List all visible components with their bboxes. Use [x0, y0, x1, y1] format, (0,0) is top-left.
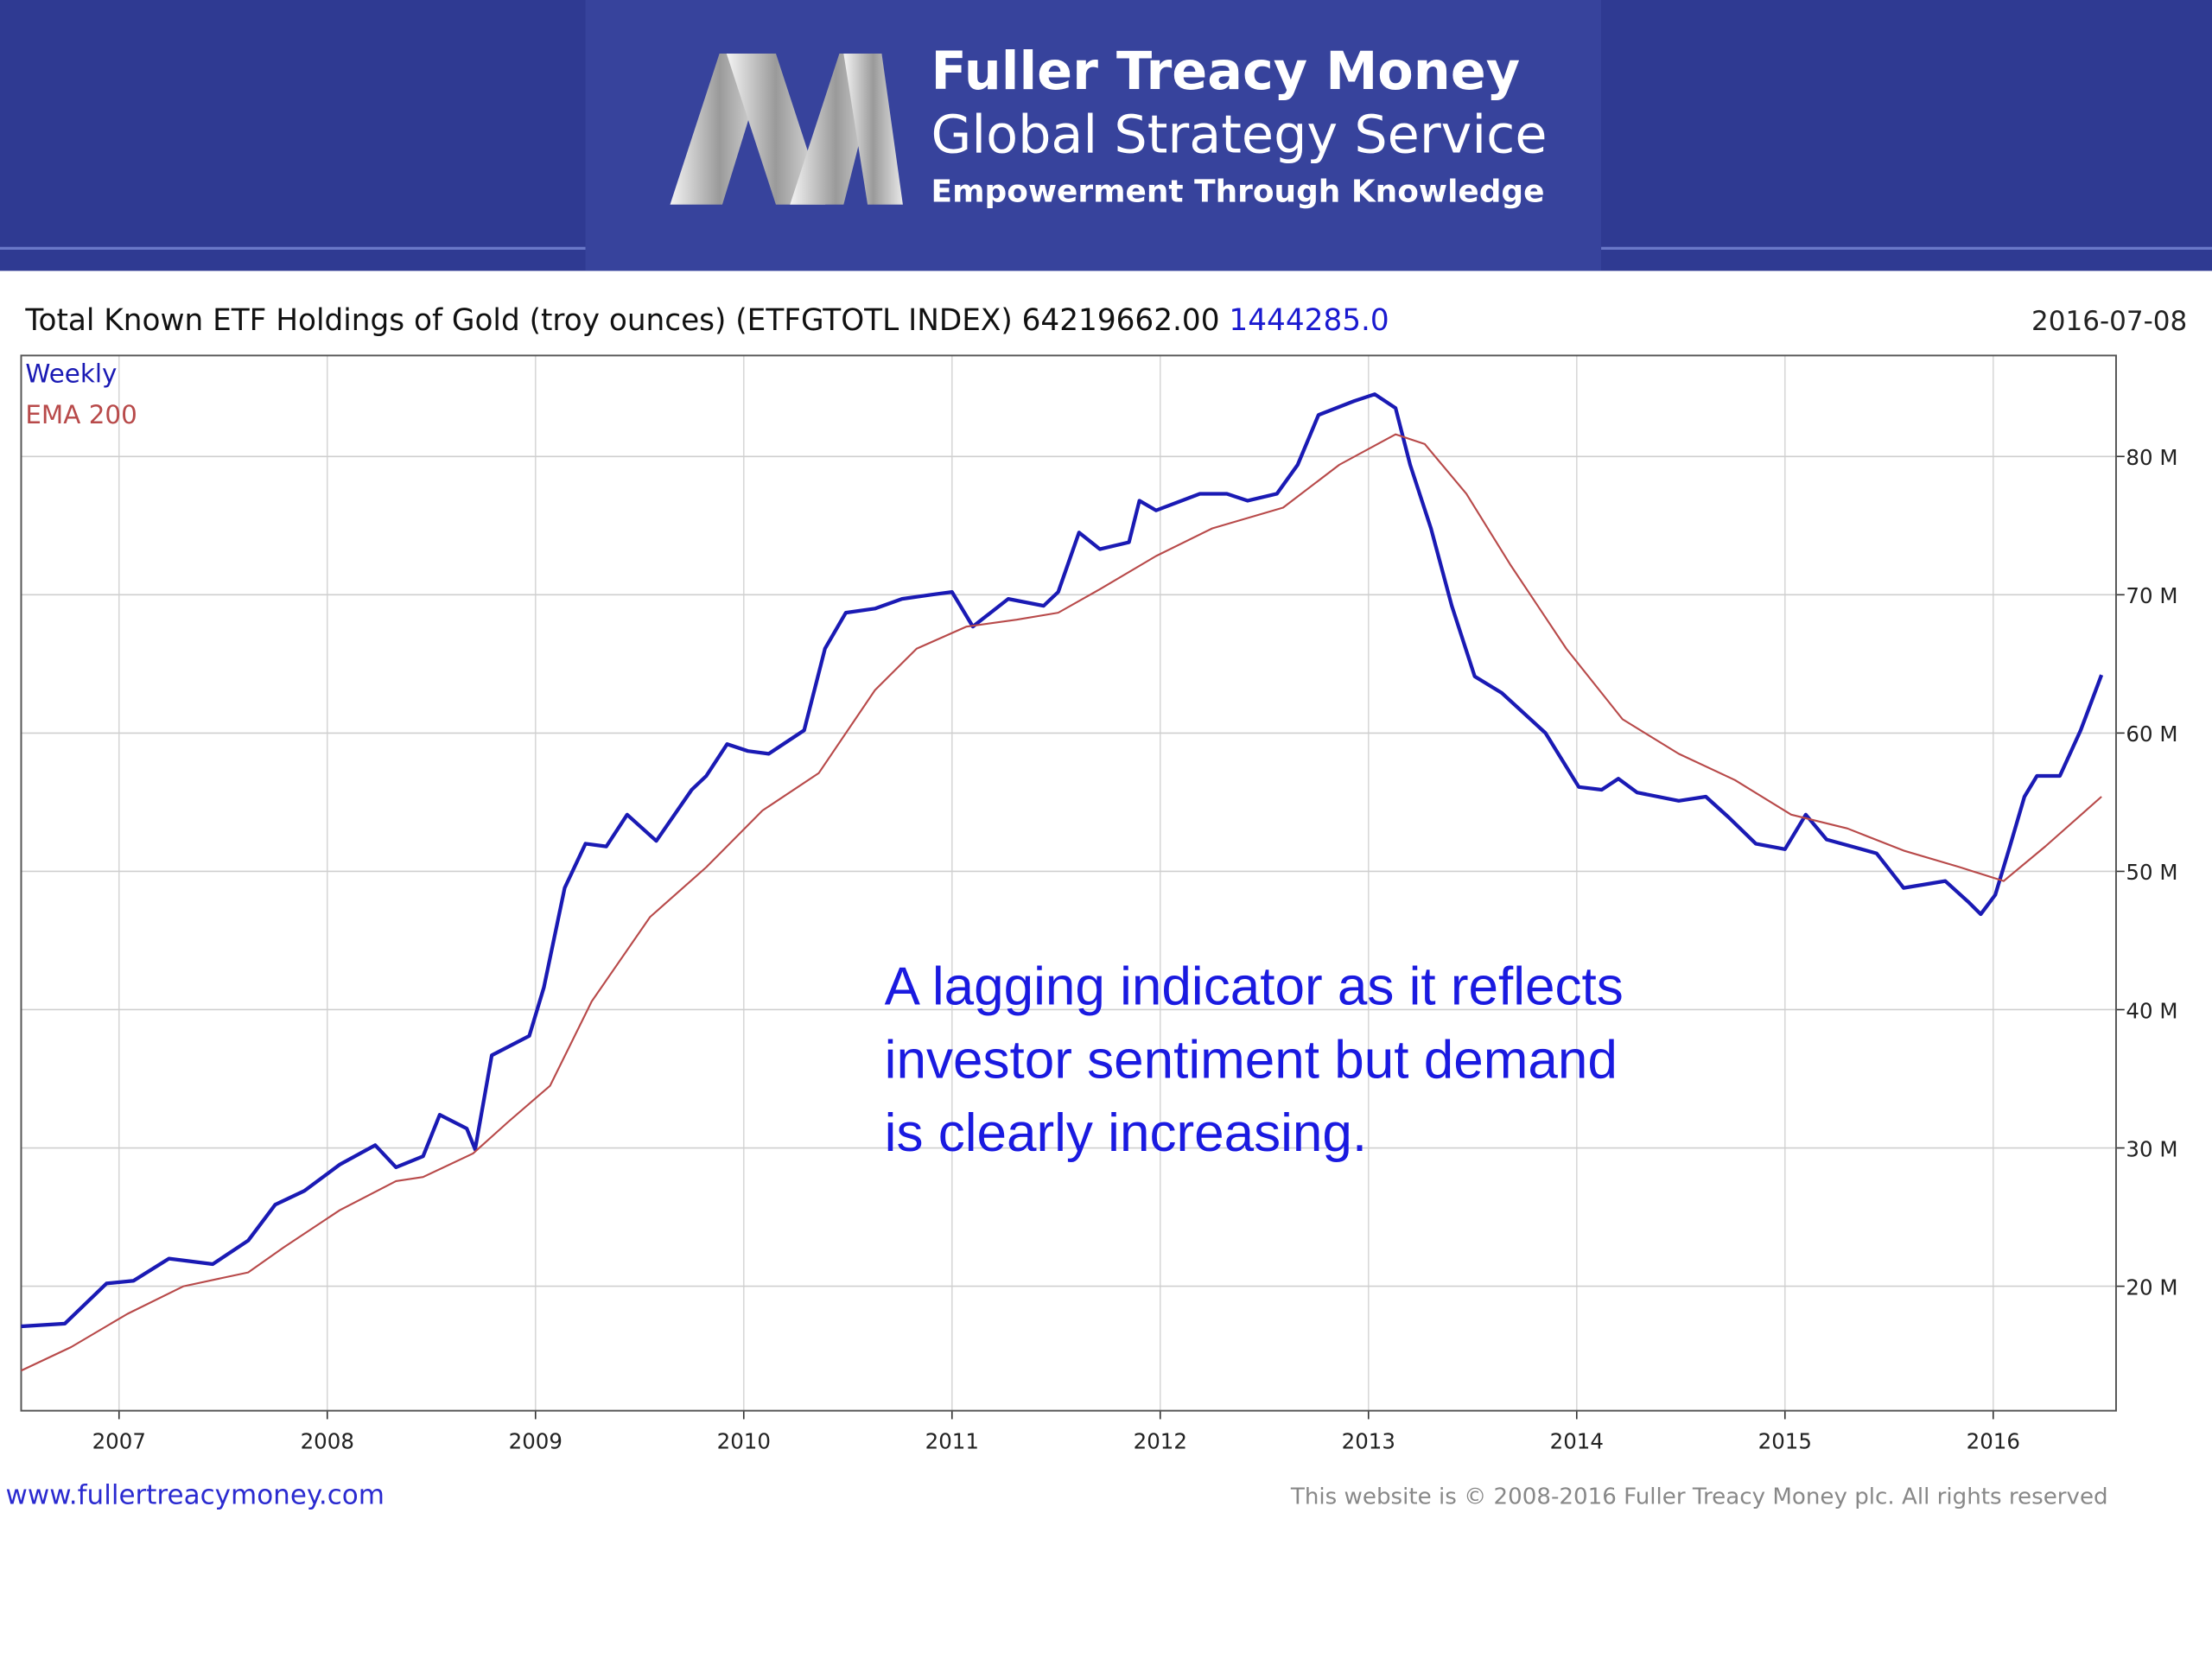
series-line: [21, 433, 2102, 1372]
y-tick-label: 40 M: [2126, 998, 2177, 1023]
annotation: A lagging indicator as it reflects: [885, 957, 1624, 1016]
legend-entry: EMA 200: [25, 400, 137, 429]
service: Global Strategy Service: [931, 105, 1548, 165]
site-link[interactable]: www.fullertreacymoney.com: [6, 1479, 385, 1510]
tagline: Empowerment Through Knowledge: [931, 174, 1545, 209]
change: 1444285.0: [1229, 303, 1389, 338]
x-tick-label: 2014: [1550, 1429, 1604, 1454]
x-tick-label: 2008: [301, 1429, 354, 1454]
x-tick-label: 2009: [509, 1429, 563, 1454]
brand: Fuller Treacy Money: [931, 41, 1521, 102]
x-tick-label: 2012: [1134, 1429, 1187, 1454]
annotation: is clearly increasing.: [885, 1103, 1368, 1163]
logo: [670, 54, 903, 205]
y-tick-label: 80 M: [2126, 445, 2177, 470]
x-tick-label: 2007: [92, 1429, 146, 1454]
y-tick-label: 60 M: [2126, 721, 2177, 747]
plot-background: [21, 355, 2116, 1411]
y-tick-label: 50 M: [2126, 860, 2177, 885]
title-text: Total Known ETF Holdings of Gold (troy o…: [24, 303, 1012, 338]
x-tick-label: 2016: [1967, 1429, 2020, 1454]
annotation: investor sentiment but demand: [885, 1030, 1618, 1090]
x-tick-label: 2013: [1342, 1429, 1395, 1454]
plot-area: 2007 2008 2009 2010 2011 2012 2013 2014 2015 2016…: [20, 354, 2177, 1454]
legend-entry: Weekly: [25, 359, 117, 388]
y-tick-label: 20 M: [2126, 1274, 2177, 1300]
plot-border: [20, 354, 2117, 1412]
last-value: 64219662.00: [1022, 303, 1220, 338]
copyright: This website is © 2008-2016 Fuller Treac…: [1290, 1484, 2108, 1510]
y-tick-label: 70 M: [2126, 583, 2177, 608]
x-tick-label: 2015: [1758, 1429, 1812, 1454]
date: 2016-07-08: [2031, 306, 2187, 337]
y-tick-label: 30 M: [2126, 1136, 2177, 1161]
x-tick-label: 2010: [717, 1429, 771, 1454]
chart-title: Total Known ETF Holdings of Gold (troy o…: [24, 303, 1389, 338]
x-tick-label: 2011: [925, 1429, 979, 1454]
series-line: [21, 392, 2104, 1329]
